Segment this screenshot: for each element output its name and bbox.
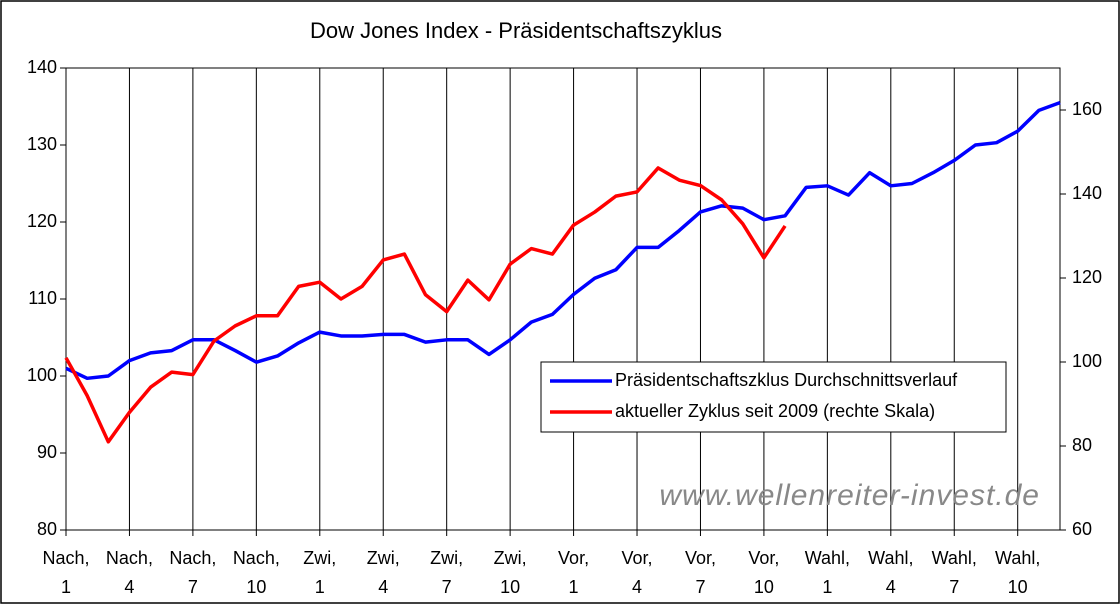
x-tick-label-box: Nach, 7 [169, 548, 217, 597]
x-tick-label-box: Zwi, 7 [430, 548, 464, 597]
y2-tick-label: 80 [1072, 435, 1092, 455]
x-tick-label: Nach, 7 [169, 548, 217, 597]
watermark: www.wellenreiter-invest.de [659, 479, 1040, 512]
legend-label: aktueller Zyklus seit 2009 (rechte Skala… [615, 401, 935, 421]
x-tick-label: Wahl, 1 [804, 548, 851, 597]
x-tick-label-box: Wahl, 1 [804, 548, 851, 597]
y2-tick-label: 140 [1072, 183, 1102, 203]
series-line [64, 166, 787, 444]
x-tick-label-box: Nach, 4 [105, 548, 153, 597]
x-tick-label: Nach, 10 [232, 548, 280, 597]
chart-title: Dow Jones Index - Präsidentschaftszyklus [310, 18, 722, 43]
x-tick-label-box: Vor, 1 [558, 548, 590, 597]
x-tick-label-box: Wahl, 7 [931, 548, 977, 597]
x-tick-label: Vor, 1 [558, 548, 590, 597]
x-tick-label: Vor, 7 [684, 548, 716, 597]
y2-tick-label: 160 [1072, 99, 1102, 119]
y-tick-label: 100 [27, 365, 57, 385]
y-tick-label: 90 [37, 442, 57, 462]
y-tick-label: 110 [28, 288, 57, 308]
y-tick-label: 120 [27, 211, 57, 231]
y2-tick-label: 100 [1072, 351, 1102, 371]
x-tick-label-box: Zwi, 4 [366, 548, 400, 597]
series-line [65, 101, 1061, 381]
x-tick-label: Vor, 10 [748, 548, 780, 597]
x-tick-label-box: Zwi, 10 [493, 548, 527, 597]
legend-box [540, 361, 1007, 433]
x-tick-label-box: Nach, 1 [42, 548, 90, 597]
x-tick-label-box: Vor, 7 [684, 548, 716, 597]
x-tick-label-box: Zwi, 1 [303, 548, 337, 597]
x-tick-label-box: Nach, 10 [232, 548, 280, 597]
x-tick-label-box: Wahl, 10 [995, 548, 1041, 597]
y-tick-label: 80 [37, 519, 57, 539]
x-tick-label: Zwi, 1 [303, 548, 337, 597]
x-tick-label: Vor, 4 [621, 548, 653, 597]
legend-label: Präsidentschaftszklus Durchschnittsverla… [615, 370, 958, 390]
x-tick-label-box: Wahl, 4 [868, 548, 914, 597]
x-tick-label-box: Vor, 10 [748, 548, 780, 597]
x-tick-label-box: Vor, 4 [621, 548, 653, 597]
x-tick-label: Zwi, 10 [493, 548, 527, 597]
y-tick-label: 130 [27, 134, 57, 154]
y-tick-label: 140 [27, 57, 57, 77]
x-tick-label: Zwi, 7 [430, 548, 464, 597]
x-tick-label: Wahl, 4 [868, 548, 914, 597]
x-tick-label: Zwi, 4 [366, 548, 400, 597]
x-tick-label: Nach, 4 [105, 548, 153, 597]
x-tick-label: Nach, 1 [42, 548, 90, 597]
x-tick-label: Wahl, 7 [931, 548, 977, 597]
x-tick-label: Wahl, 10 [995, 548, 1041, 597]
y2-tick-label: 60 [1072, 519, 1092, 539]
y2-tick-label: 120 [1072, 267, 1102, 287]
